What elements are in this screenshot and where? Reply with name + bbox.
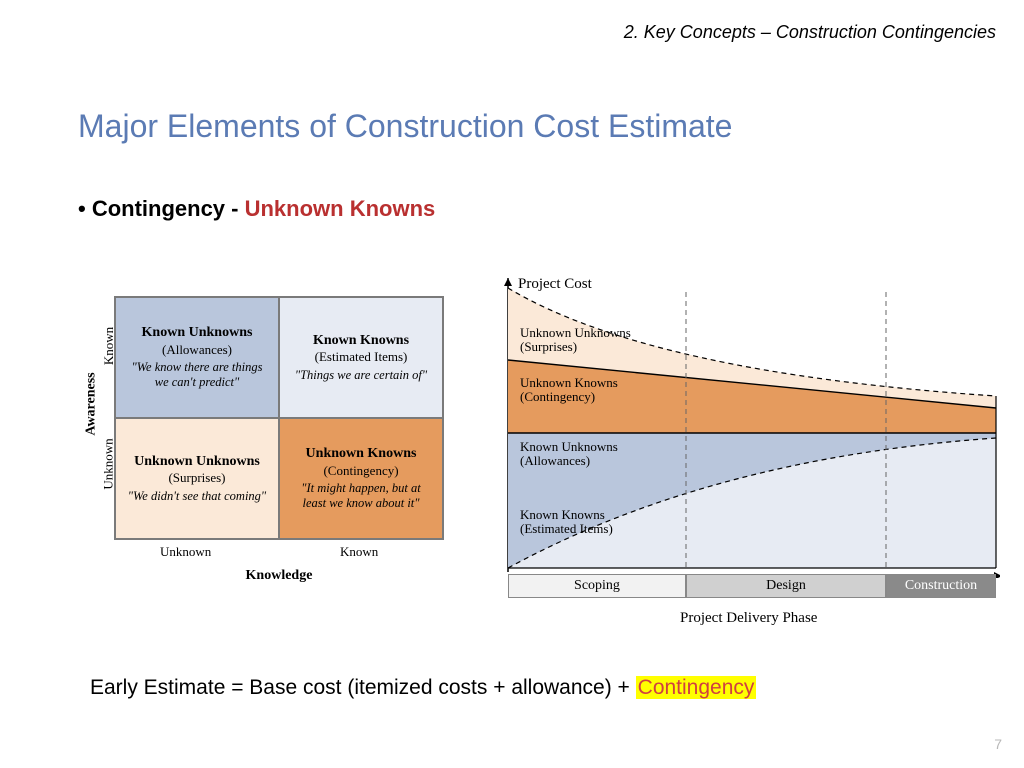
- cell-quote: "We know there are things we can't predi…: [124, 360, 270, 391]
- cell-sub: (Surprises): [168, 470, 225, 486]
- chart-y-title: Project Cost: [518, 276, 592, 293]
- phase-row: Scoping Design Construction: [508, 574, 996, 598]
- chart-x-title: Project Delivery Phase: [680, 610, 817, 627]
- matrix-y-axis-label: Awareness: [84, 372, 100, 435]
- cell-quote: "Things we are certain of": [295, 368, 427, 384]
- matrix-cell-1: Known Knowns(Estimated Items) "Things we …: [279, 297, 443, 418]
- footer-prefix: Early Estimate = Base cost (itemized cos…: [90, 676, 636, 699]
- phase-construction: Construction: [886, 574, 996, 598]
- cost-chart: Project Cost Unknown Unknowns (Surprises…: [490, 278, 1000, 618]
- phase-scoping: Scoping: [508, 574, 686, 598]
- cell-sub: (Allowances): [162, 342, 232, 358]
- layer-label-estimated-2: (Estimated Items): [520, 522, 613, 537]
- section-header: 2. Key Concepts – Construction Contingen…: [624, 22, 996, 43]
- matrix-x-axis-label: Knowledge: [114, 568, 444, 584]
- phase-design: Design: [686, 574, 886, 598]
- cell-title: Known Knowns: [313, 332, 409, 350]
- bullet-prefix: • Contingency -: [78, 196, 245, 221]
- cell-sub: (Estimated Items): [315, 349, 408, 365]
- footer-highlight: Contingency: [636, 676, 757, 699]
- layer-label-contingency-2: (Contingency): [520, 390, 595, 405]
- matrix-cell-3: Unknown Knowns(Contingency) "It might hap…: [279, 418, 443, 539]
- footer-equation: Early Estimate = Base cost (itemized cos…: [90, 676, 756, 700]
- bullet-line: • Contingency - Unknown Knowns: [78, 196, 435, 222]
- slide-title: Major Elements of Construction Cost Esti…: [78, 108, 732, 145]
- matrix-x-left-label: Unknown: [160, 544, 211, 560]
- matrix-cell-2: Unknown Unknowns(Surprises) "We didn't se…: [115, 418, 279, 539]
- cell-title: Unknown Unknowns: [134, 453, 260, 471]
- matrix-x-right-label: Known: [340, 544, 378, 560]
- cell-quote: "We didn't see that coming": [128, 489, 266, 505]
- layer-label-surprises-2: (Surprises): [520, 340, 577, 355]
- matrix-cell-0: Known Unknowns(Allowances) "We know there…: [115, 297, 279, 418]
- page-number: 7: [994, 736, 1002, 752]
- bullet-accent: Unknown Knowns: [245, 196, 436, 221]
- cell-quote: "It might happen, but at least we know a…: [288, 481, 434, 512]
- cell-title: Unknown Knowns: [306, 445, 417, 463]
- layer-label-allowances-2: (Allowances): [520, 454, 590, 469]
- cell-sub: (Contingency): [323, 463, 398, 479]
- cell-title: Known Unknowns: [142, 324, 253, 342]
